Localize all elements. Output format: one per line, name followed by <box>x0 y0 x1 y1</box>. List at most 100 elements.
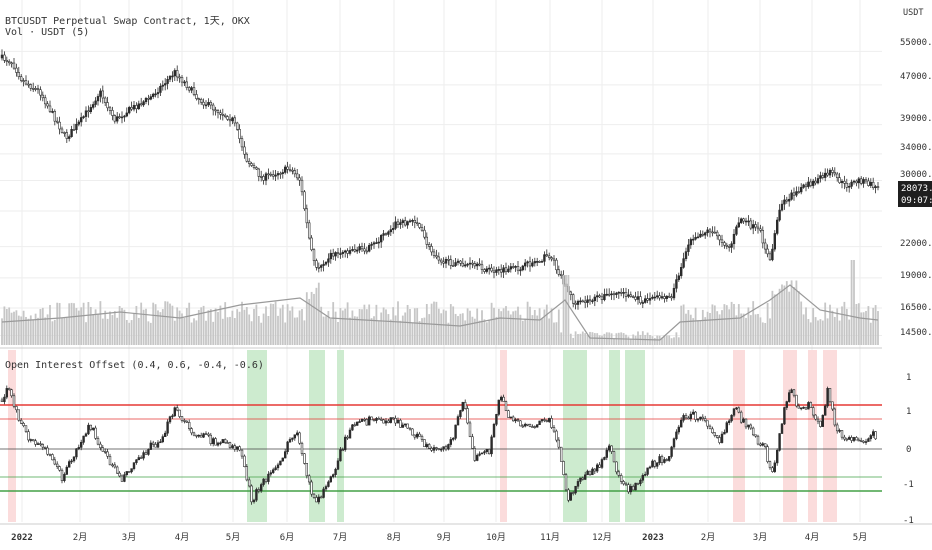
oscillator-bar <box>264 478 268 482</box>
volume-bar <box>598 335 601 345</box>
oscillator-bar <box>317 496 320 503</box>
candle-body <box>451 265 455 267</box>
bullish-shade <box>609 350 620 522</box>
oscillator-bar <box>15 406 18 411</box>
price-axis-currency: USDT <box>903 8 923 18</box>
oscillator-bar <box>322 488 325 498</box>
price-axis-tick: 19000.0 <box>900 271 932 281</box>
volume-bar <box>368 304 371 345</box>
oscillator-axis-tick: -1 <box>903 516 914 526</box>
oscillator-bar <box>634 482 637 491</box>
candle-body <box>259 176 263 178</box>
volume-bar <box>1 318 3 345</box>
oscillator-bar <box>209 434 212 445</box>
oscillator-bar <box>188 422 191 429</box>
candle-body <box>811 180 815 186</box>
candle-body <box>367 245 371 252</box>
candle-body <box>689 239 693 246</box>
candle-body <box>771 248 774 261</box>
volume-bar <box>814 317 817 345</box>
volume-bar <box>745 317 747 345</box>
volume-bar <box>457 316 459 345</box>
price-axis-tick: 39000.0 <box>900 114 932 124</box>
oscillator-bar <box>807 402 810 410</box>
volume-bar <box>85 322 87 345</box>
oscillator-bar <box>283 451 287 459</box>
oscillator-bar <box>636 482 640 485</box>
time-axis-label: 9月 <box>437 532 451 543</box>
volume-bar <box>224 302 227 345</box>
volume-bar <box>248 314 251 345</box>
oscillator-bar <box>276 464 280 469</box>
volume-bar <box>406 304 409 345</box>
oscillator-bar <box>444 446 448 450</box>
oscillator-bar <box>617 471 621 476</box>
oscillator-bar <box>701 416 705 419</box>
volume-bar <box>142 309 145 345</box>
price-axis-tick: 30000.0 <box>900 170 932 180</box>
candle-body <box>147 98 150 100</box>
candle-body <box>629 294 633 297</box>
oscillator-bar <box>675 431 678 440</box>
oscillator-bar <box>142 452 145 459</box>
candle-body <box>555 259 558 271</box>
candle-body <box>737 222 741 228</box>
oscillator-bar <box>106 451 109 457</box>
oscillator-bar <box>140 457 143 459</box>
volume-bar <box>63 317 66 345</box>
oscillator-bar <box>128 471 131 473</box>
volume-bar <box>113 311 116 345</box>
oscillator-bar <box>238 446 241 451</box>
oscillator-bar <box>353 424 356 427</box>
candle-body <box>744 220 748 223</box>
oscillator-bar <box>631 486 635 491</box>
volume-bar <box>152 302 155 345</box>
volume-bar <box>495 316 498 345</box>
oscillator-bar <box>224 439 227 443</box>
candle-body <box>711 231 714 234</box>
oscillator-bar <box>682 415 685 421</box>
oscillator-bar <box>684 415 688 419</box>
candle-body <box>300 179 304 193</box>
symbol-legend[interactable]: BTCUSDT Perpetual Swap Contract, 1天, OKX <box>5 16 250 27</box>
volume-bar <box>382 307 385 345</box>
volume-legend[interactable]: Vol · USDT (5) <box>5 27 90 38</box>
oscillator-bar <box>864 441 868 443</box>
bearish-shade <box>783 350 797 522</box>
candle-body <box>519 269 522 272</box>
volume-bar <box>58 303 61 345</box>
candle-body <box>245 153 248 162</box>
oscillator-bar <box>104 451 107 453</box>
volume-bar <box>229 316 231 345</box>
candle-body <box>495 269 498 273</box>
oscillator-bar <box>116 466 119 474</box>
volume-bar <box>807 319 810 345</box>
oscillator-bar <box>504 401 508 411</box>
candle-body <box>828 169 832 176</box>
oscillator-bar <box>600 459 604 468</box>
oscillator-bar <box>713 432 717 436</box>
volume-bar <box>169 303 171 345</box>
candle-body <box>768 253 772 261</box>
candle-body <box>708 229 712 233</box>
bullish-shade <box>247 350 267 522</box>
volume-bar <box>601 335 603 345</box>
candle-body <box>427 244 431 247</box>
oscillator-bar <box>226 442 229 444</box>
volume-bar <box>411 322 414 345</box>
volume-bar <box>75 308 78 345</box>
oscillator-bar <box>65 466 69 475</box>
candle-body <box>159 85 162 93</box>
candle-body <box>499 269 503 273</box>
volume-bar <box>553 322 555 345</box>
oscillator-bar <box>236 446 239 450</box>
candle-body <box>317 267 320 269</box>
oscillator-bar <box>509 416 512 419</box>
volume-bar <box>25 316 27 345</box>
volume-bar <box>680 305 683 345</box>
oscillator-bar <box>248 479 251 487</box>
candle-body <box>790 192 793 200</box>
indicator-legend[interactable]: Open Interest Offset (0.4, 0.6, -0.4, -0… <box>5 360 264 371</box>
candle-body <box>550 257 553 260</box>
